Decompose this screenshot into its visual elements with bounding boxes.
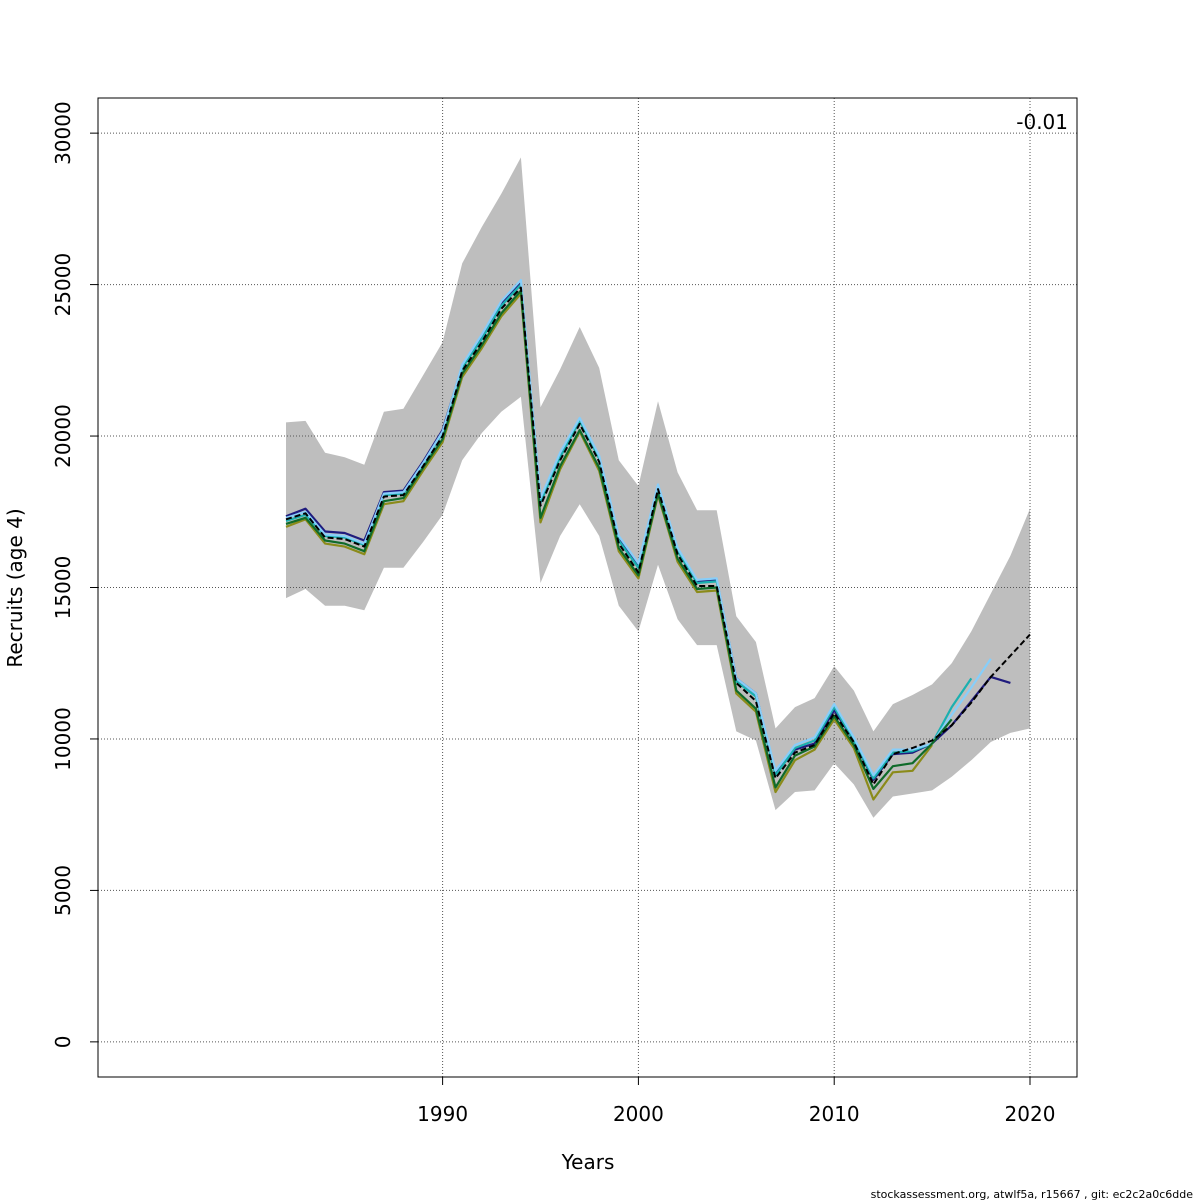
series-layer [285,278,1031,801]
y-tick-label: 0 [51,1036,75,1049]
axis-layer: 1990 2000 2010 2020 0 5000 10000 15000 20000 2500… [51,101,1056,1126]
y-tick-label: 20000 [51,404,75,468]
y-tick-label: 10000 [51,707,75,771]
series-line-retro-5 [285,289,953,790]
y-axis-title: Recruits (age 4) [3,508,27,667]
y-tick-label: 25000 [51,253,75,317]
footer-text: stockassessment.org, atwlf5a, r15667 , g… [871,1188,1194,1200]
y-tick-label: 30000 [51,101,75,165]
series-line-estimate [285,286,1031,786]
x-tick-label: 1990 [417,1102,468,1126]
y-tick-label: 5000 [51,865,75,916]
x-tick-label: 2010 [809,1102,860,1126]
x-tick-label: 2020 [1005,1102,1056,1126]
series-line-retro-3 [285,278,992,777]
y-tick-label: 15000 [51,556,75,620]
x-tick-label: 2000 [613,1102,664,1126]
x-axis-title: Years [561,1150,615,1174]
annotation-label: -0.01 [1016,110,1068,134]
